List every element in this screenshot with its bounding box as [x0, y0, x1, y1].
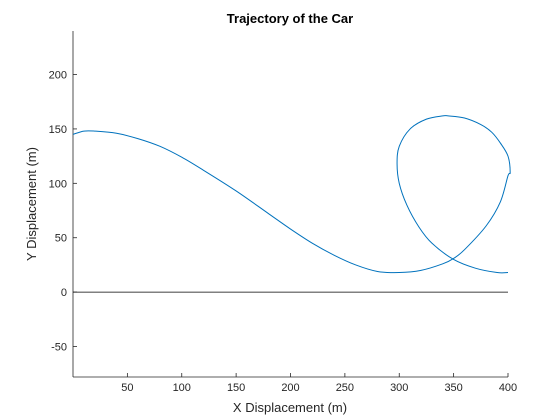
x-tick-label: 200 [281, 382, 299, 394]
y-tick-label: 150 [49, 124, 67, 136]
y-tick-label: 100 [49, 178, 67, 190]
x-tick-label: 350 [444, 382, 462, 394]
x-axis-label: X Displacement (m) [233, 400, 347, 415]
x-tick-label: 150 [227, 382, 245, 394]
series-layer [72, 115, 511, 274]
y-tick-label: 0 [61, 287, 67, 299]
y-tick-label: -50 [51, 342, 67, 354]
y-tick-label: 50 [55, 233, 67, 245]
trajectory-line [72, 115, 511, 274]
axes [72, 31, 509, 378]
x-tick-label: 300 [390, 382, 408, 394]
tick-labels: 50 100 150 200 250 300 350 400 -50 0 50 100 150 200 [49, 70, 518, 394]
plot-area [73, 31, 508, 377]
y-axis-label: Y Displacement (m) [24, 147, 39, 261]
y-tick-label: 200 [49, 70, 67, 82]
x-tick-label: 250 [336, 382, 354, 394]
x-tick-label: 400 [499, 382, 517, 394]
x-tick-label: 50 [121, 382, 133, 394]
x-tick-label: 100 [173, 382, 191, 394]
chart-title: Trajectory of the Car [227, 11, 353, 26]
